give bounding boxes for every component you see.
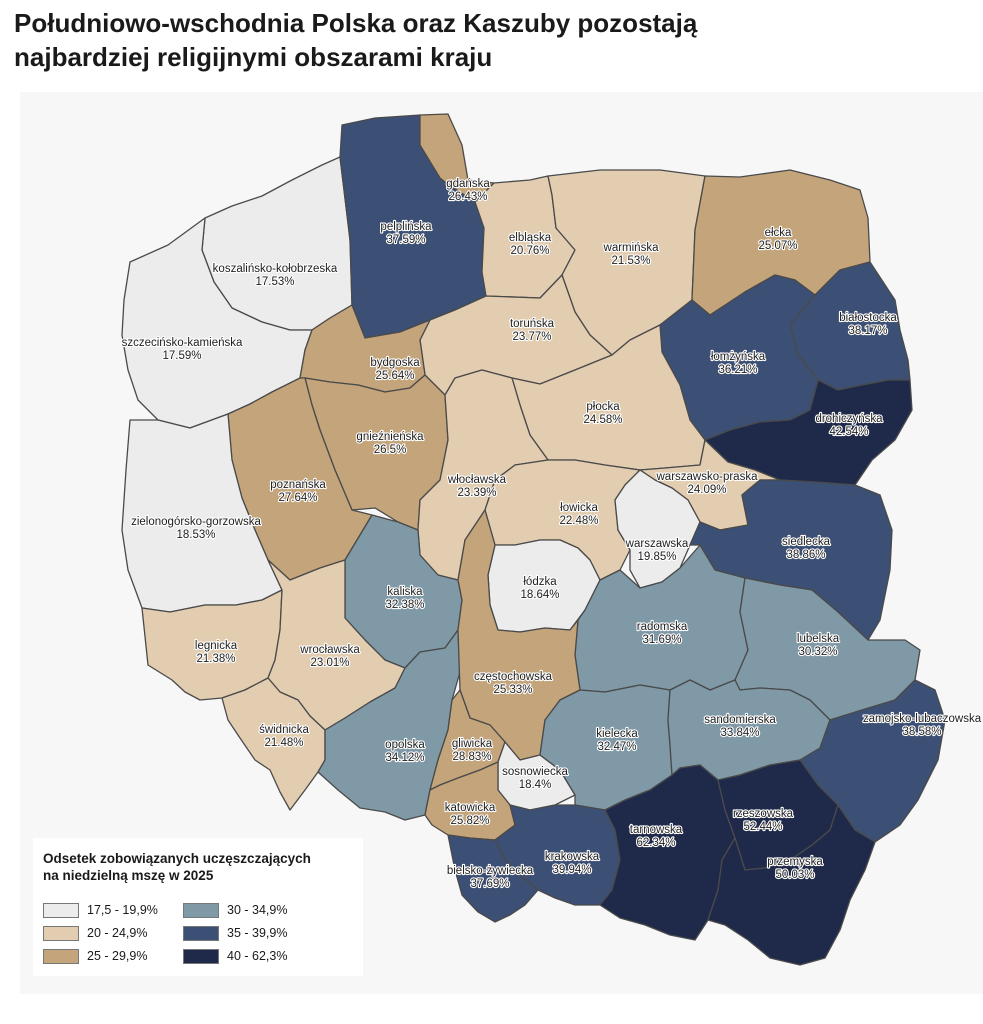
label-wloclawska: włocławska 23.39%	[447, 474, 507, 499]
label-czestochowska: częstochowska 25.33%	[474, 671, 553, 696]
legend-label: 20 - 24,9%	[87, 926, 148, 940]
legend-item: 35 - 39,9%	[183, 925, 287, 941]
label-warminska: warmińska 21.53%	[603, 242, 660, 267]
legend-label: 30 - 34,9%	[227, 903, 288, 917]
label-szczecinsko-kamienska: szczecińsko-kamieńska 17.59%	[122, 337, 243, 362]
label-elblaska: elbląska 20.76%	[509, 232, 552, 257]
label-sosnowiecka: sosnowiecka 18.4%	[502, 766, 568, 791]
legend-title-line-1: Odsetek zobowiązanych uczęszczających	[43, 851, 311, 866]
title-line-2: najbardziej religijnymi obszarami kraju	[14, 42, 493, 72]
legend-item: 30 - 34,9%	[183, 902, 287, 918]
label-plocka: płocka 24.58%	[583, 401, 622, 426]
legend-item: 40 - 62,3%	[183, 948, 287, 964]
legend-swatch	[183, 925, 219, 941]
label-warszawska: warszawska 19.85%	[625, 538, 689, 563]
label-rzeszowska: rzeszowska 52.44%	[733, 808, 794, 833]
legend-item: 25 - 29,9%	[43, 948, 147, 964]
legend-swatch	[43, 948, 79, 964]
label-krakowska: krakowska 39.94%	[545, 851, 600, 876]
label-tarnowska: tarnowska 62.34%	[630, 824, 683, 849]
label-gdanska: gdańska 26.43%	[446, 178, 490, 203]
label-lodzka: łódzka 18.64%	[520, 576, 559, 601]
label-warszawsko-praska: warszawsko-praska 24.09%	[656, 471, 759, 496]
label-poznanska: poznańska 27.64%	[270, 479, 326, 504]
label-gliwicka: gliwicka 28.83%	[452, 738, 493, 763]
label-drohiczynska: drohiczyńska 42.54%	[815, 413, 883, 438]
label-wroclawska: wrocławska 23.01%	[299, 644, 360, 669]
label-bialostocka: białostocka 38.17%	[839, 312, 897, 337]
legend-item: 17,5 - 19,9%	[43, 902, 158, 918]
legend-label: 35 - 39,9%	[227, 926, 288, 940]
label-kaliska: kaliska 32.38%	[385, 586, 424, 611]
label-lowicka: łowicka 22.48%	[559, 502, 598, 527]
label-torunska: toruńska 23.77%	[510, 318, 555, 343]
legend-title-line-2: na niedzielną mszę w 2025	[43, 868, 214, 883]
label-swidnicka: świdnicka 21.48%	[259, 724, 309, 749]
legend-label: 40 - 62,3%	[227, 949, 288, 963]
label-katowicka: katowicka 25.82%	[445, 802, 496, 827]
legend-title: Odsetek zobowiązanych uczęszczających na…	[43, 850, 358, 884]
title-line-1: Południowo-wschodnia Polska oraz Kaszuby…	[14, 8, 698, 38]
map-legend: Odsetek zobowiązanych uczęszczających na…	[33, 838, 363, 976]
label-legnicka: legnicka 21.38%	[195, 640, 238, 665]
label-bydgoska: bydgoska 25.64%	[370, 357, 420, 382]
label-koszalinsko-kolobrzeska: koszalińsko-kołobrzeska 17.53%	[213, 263, 338, 288]
region-bielsko-zywiecka[interactable]	[447, 834, 539, 923]
label-elcka: ełcka 25.07%	[758, 227, 797, 252]
legend-label: 17,5 - 19,9%	[87, 903, 158, 917]
legend-swatch	[43, 902, 79, 918]
legend-item: 20 - 24,9%	[43, 925, 147, 941]
legend-swatch	[43, 925, 79, 941]
label-opolska: opolska 34.12%	[385, 739, 425, 764]
legend-swatch	[183, 948, 219, 964]
label-lomzynska: łomżyńska 36.21%	[711, 351, 766, 376]
label-siedlecka: siedlecka 38.86%	[782, 536, 831, 561]
legend-label: 25 - 29,9%	[87, 949, 148, 963]
label-bielsko-zywiecka: bielsko-żywiecka 37.69%	[447, 865, 534, 890]
label-pelplinska: pelplińska 37.59%	[380, 221, 432, 246]
label-lubelska: lubelska 30.32%	[797, 633, 840, 658]
page-title: Południowo-wschodnia Polska oraz Kaszuby…	[14, 6, 964, 74]
legend-swatch	[183, 902, 219, 918]
label-zielonogorsko-gorzowska: zielonogórsko-gorzowska 18.53%	[131, 516, 261, 541]
label-kielecka: kielecka 32.47%	[596, 728, 638, 753]
region-przemyska[interactable]	[707, 804, 876, 966]
label-radomska: radomska 31.69%	[637, 621, 688, 646]
label-przemyska: przemyska 50.03%	[767, 856, 823, 881]
label-zamojsko-lubaczowska: zamojsko-lubaczowska 38.58%	[863, 713, 982, 738]
label-sandomierska: sandomierska 33.84%	[704, 714, 776, 739]
label-gnieznienska: gnieźnieńska 26.5%	[356, 431, 424, 456]
